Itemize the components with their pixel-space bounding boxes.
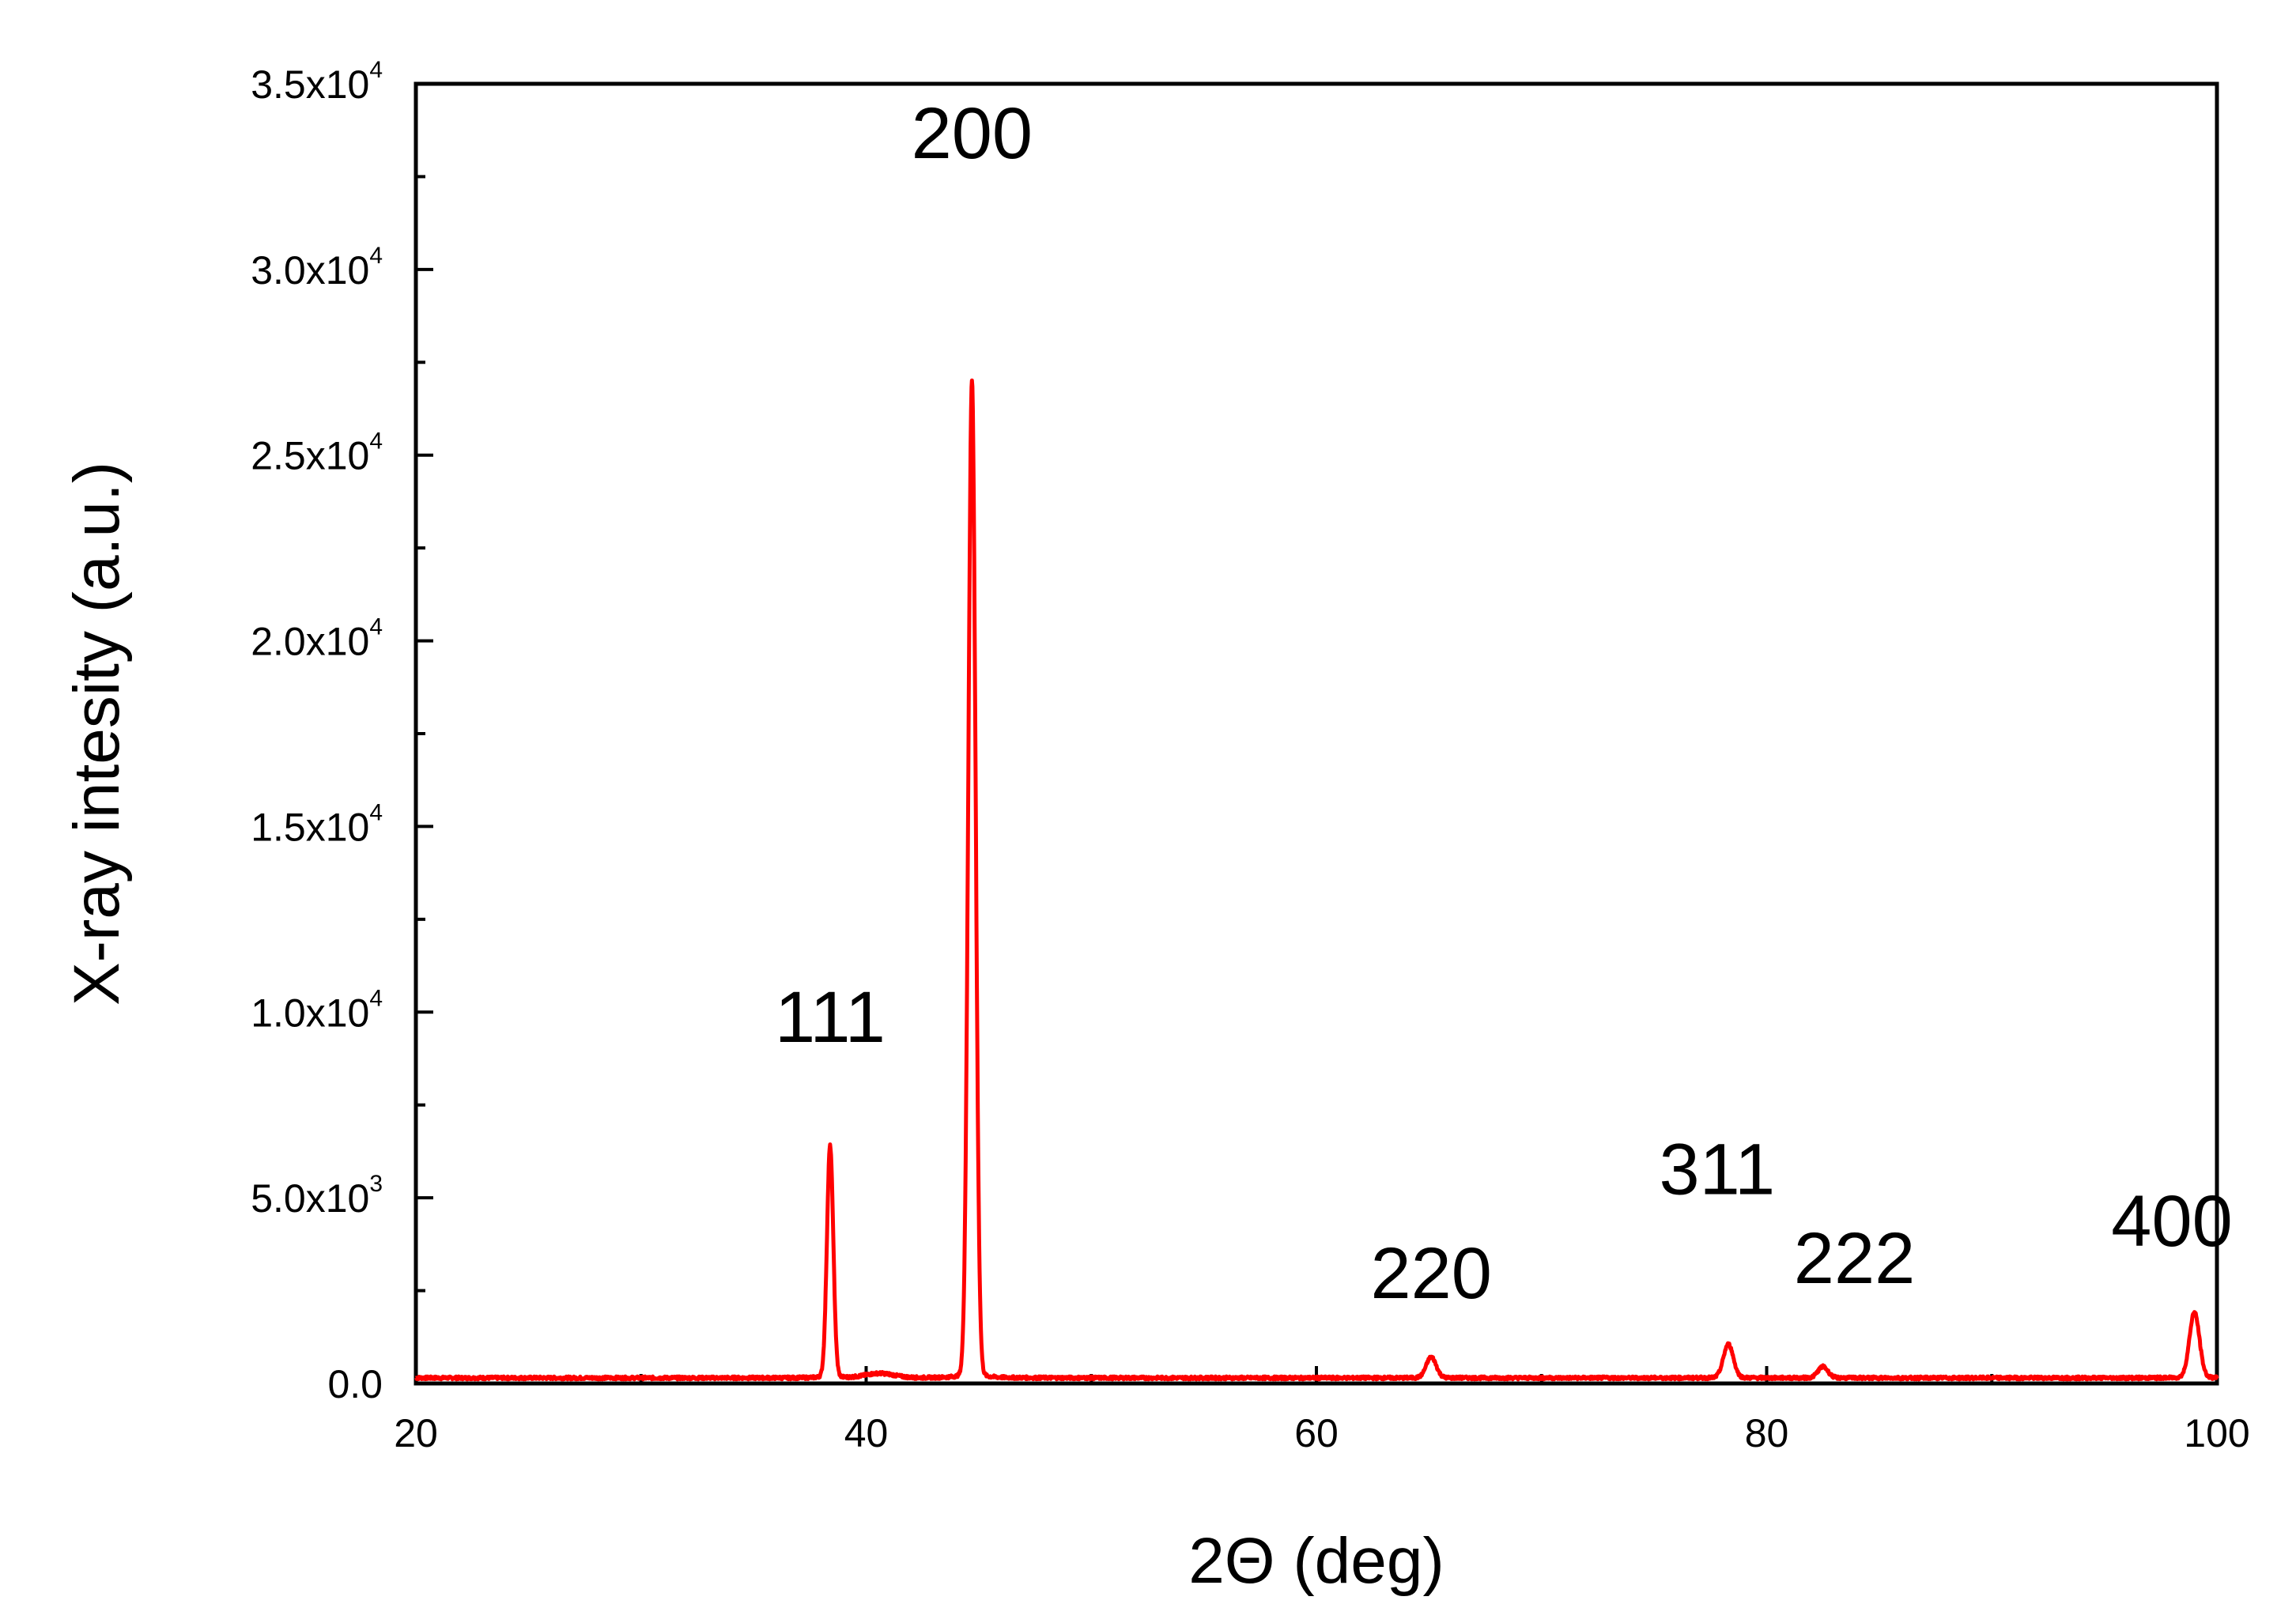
y-tick-label: 2.5x104 xyxy=(251,428,383,478)
x-tick-label: 80 xyxy=(1745,1411,1789,1455)
axis-tick-labels: 20 40 60 80 100 0.0 5.0x103 1.0x104 1.5x104 2.0x1… xyxy=(251,57,2250,1455)
x-tick-label: 60 xyxy=(1294,1411,1339,1455)
y-tick-label: 3.5x104 xyxy=(251,57,383,107)
x-tick-label: 40 xyxy=(844,1411,889,1455)
y-tick-label: 0.0 xyxy=(327,1362,383,1406)
y-tick-label: 1.5x104 xyxy=(251,799,383,849)
y-tick-label: 2.0x104 xyxy=(251,614,383,664)
series-line xyxy=(414,378,2219,1382)
peak-label: 400 xyxy=(2111,1181,2233,1262)
x-tick-label: 100 xyxy=(2184,1411,2249,1455)
axis-ticks xyxy=(414,82,2219,1385)
x-axis-title: 2Θ (deg) xyxy=(1188,1525,1444,1597)
y-tick-label: 5.0x103 xyxy=(251,1171,383,1221)
peak-label: 111 xyxy=(775,977,886,1058)
y-axis-title: X-ray intesity (a.u.) xyxy=(61,462,133,1006)
peak-label: 311 xyxy=(1660,1129,1776,1210)
x-tick-label: 20 xyxy=(394,1411,438,1455)
plot-frame xyxy=(414,81,2219,1386)
peak-label: 200 xyxy=(912,93,1033,174)
y-tick-label: 3.0x104 xyxy=(251,243,383,293)
peak-label: 222 xyxy=(1794,1218,1916,1299)
peak-label: 220 xyxy=(1370,1233,1492,1314)
y-tick-label: 1.0x104 xyxy=(251,985,383,1035)
